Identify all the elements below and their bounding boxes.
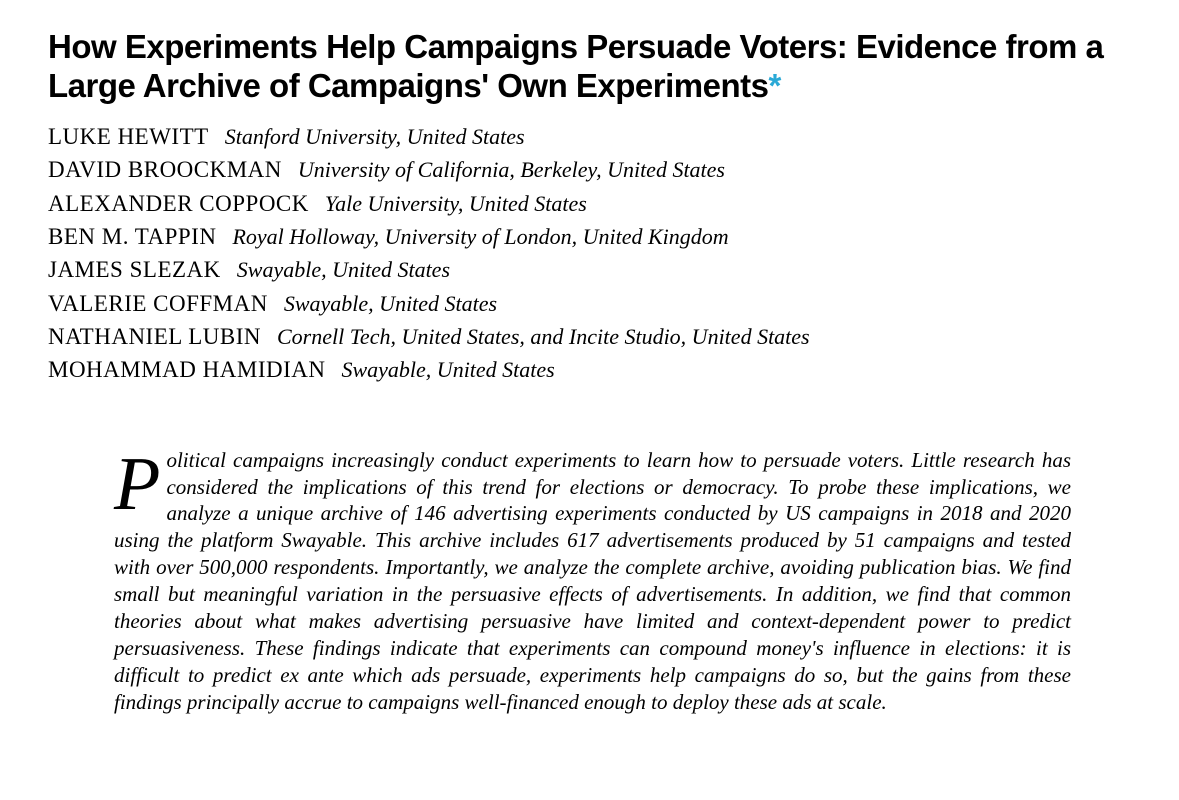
author-name: ALEXANDER COPPOCK [48, 187, 309, 220]
author-affiliation: Cornell Tech, United States, and Incite … [277, 324, 810, 349]
author-name: NATHANIEL LUBIN [48, 320, 261, 353]
author-affiliation: Swayable, United States [284, 291, 497, 316]
author-row: BEN M. TAPPIN Royal Holloway, University … [48, 220, 1131, 253]
author-affiliation: Swayable, United States [341, 357, 554, 382]
author-affiliation: Stanford University, United States [225, 124, 525, 149]
paper-title: How Experiments Help Campaigns Persuade … [48, 28, 1131, 106]
abstract-body: olitical campaigns increasingly conduct … [114, 448, 1071, 714]
author-row: JAMES SLEZAK Swayable, United States [48, 253, 1131, 286]
title-asterisk: * [768, 67, 780, 104]
author-row: VALERIE COFFMAN Swayable, United States [48, 287, 1131, 320]
title-text: How Experiments Help Campaigns Persuade … [48, 28, 1103, 104]
author-name: MOHAMMAD HAMIDIAN [48, 353, 325, 386]
author-affiliation: Swayable, United States [237, 257, 450, 282]
author-row: NATHANIEL LUBIN Cornell Tech, United Stat… [48, 320, 1131, 353]
author-name: VALERIE COFFMAN [48, 287, 268, 320]
author-row: ALEXANDER COPPOCK Yale University, United… [48, 187, 1131, 220]
author-list: LUKE HEWITT Stanford University, United S… [48, 120, 1131, 387]
author-row: LUKE HEWITT Stanford University, United S… [48, 120, 1131, 153]
author-affiliation: University of California, Berkeley, Unit… [298, 157, 725, 182]
author-name: LUKE HEWITT [48, 120, 209, 153]
author-row: MOHAMMAD HAMIDIAN Swayable, United States [48, 353, 1131, 386]
author-row: DAVID BROOCKMAN University of California,… [48, 153, 1131, 186]
abstract-block: Political campaigns increasingly conduct… [48, 447, 1131, 716]
abstract-dropcap: P [114, 447, 166, 515]
author-name: DAVID BROOCKMAN [48, 153, 282, 186]
author-name: BEN M. TAPPIN [48, 220, 216, 253]
author-affiliation: Royal Holloway, University of London, Un… [232, 224, 728, 249]
author-name: JAMES SLEZAK [48, 253, 221, 286]
author-affiliation: Yale University, United States [325, 191, 587, 216]
